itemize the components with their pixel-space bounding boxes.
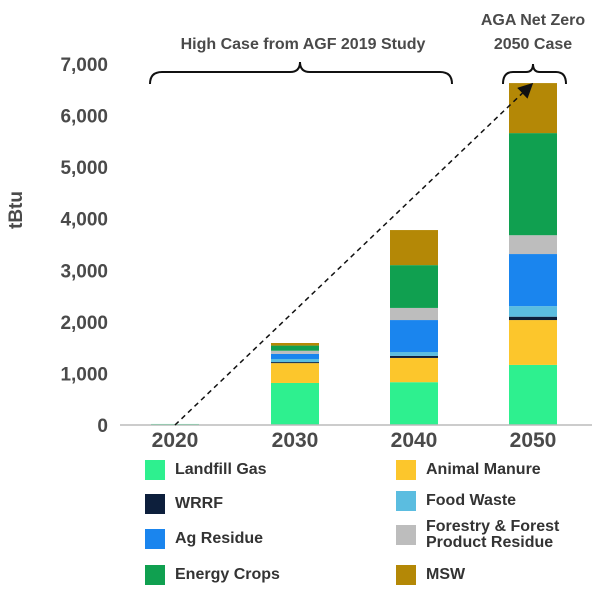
bar-segment [390,230,438,266]
bar-segment [390,265,438,308]
bar-segment [271,343,319,346]
bar-segment [509,320,557,365]
y-tick-label: 3,000 [60,261,108,282]
legend-label: Ag Residue [175,530,264,547]
bar-segment [390,355,438,358]
bar-segment [390,352,438,356]
bar-segment [509,83,557,134]
bar-segment [271,362,319,364]
y-tick-label: 4,000 [60,210,108,231]
bar-segment [509,235,557,255]
legend-entry: Animal Manure [396,460,586,480]
legend-swatch [396,491,416,511]
legend-swatch [396,525,416,545]
bar-segment [271,363,319,383]
legend-entry: WRRF [145,494,335,514]
annotation: 2050 Case [494,36,572,53]
legend-label: Food Waste [426,492,517,509]
legend-label: Energy Crops [175,566,280,583]
x-tick-label: 2050 [510,429,557,452]
y-tick-label: 1,000 [60,364,108,385]
annotation: High Case from AGF 2019 Study [181,36,426,53]
legend-swatch [145,529,165,549]
bar-segment [509,254,557,307]
y-axis-label: tBtu [6,191,27,229]
legend-swatch [145,565,165,585]
trend-arrow [174,82,534,426]
legend-label: Forestry & Forest Product Residue [426,518,560,551]
bar-segment [271,358,319,363]
bar-segment [509,364,557,425]
brace [502,63,567,85]
annotation: AGA Net Zero [481,12,586,29]
legend-swatch [396,565,416,585]
legend-label: MSW [426,566,466,583]
legend-label: Landfill Gas [175,461,267,478]
legend-entry: MSW [396,565,586,585]
legend-label: Animal Manure [426,461,541,478]
bar-segment [509,316,557,321]
legend-entry: Ag Residue [145,529,335,549]
legend-entry: Food Waste [396,491,586,511]
bar-segment [509,306,557,317]
legend-label: WRRF [175,495,223,512]
bar-segment [509,133,557,236]
x-tick-label: 2030 [272,429,319,452]
y-tick-label: 0 [97,416,108,437]
bar-segment [390,307,438,321]
bar-segment [390,357,438,383]
bar-segment [271,345,319,351]
y-tick-label: 5,000 [60,158,108,179]
x-tick-label: 2040 [391,429,438,452]
brace [149,61,453,85]
legend-swatch [145,494,165,514]
y-tick-label: 7,000 [60,55,108,76]
legend-swatch [145,460,165,480]
bar-segment [390,382,438,425]
legend-swatch [396,460,416,480]
legend-entry: Energy Crops [145,565,335,585]
legend-entry: Landfill Gas [145,460,335,480]
bar-segment [271,353,319,359]
x-tick-label: 2020 [152,429,199,452]
y-tick-label: 6,000 [60,107,108,128]
bar-segment [390,320,438,353]
y-tick-label: 2,000 [60,313,108,334]
bar-segment [271,382,319,425]
legend-entry: Forestry & Forest Product Residue [396,519,586,551]
bar-segment [271,350,319,354]
